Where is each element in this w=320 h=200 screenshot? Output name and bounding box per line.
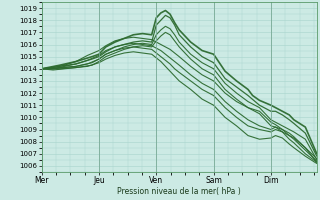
X-axis label: Pression niveau de la mer( hPa ): Pression niveau de la mer( hPa )	[117, 187, 241, 196]
